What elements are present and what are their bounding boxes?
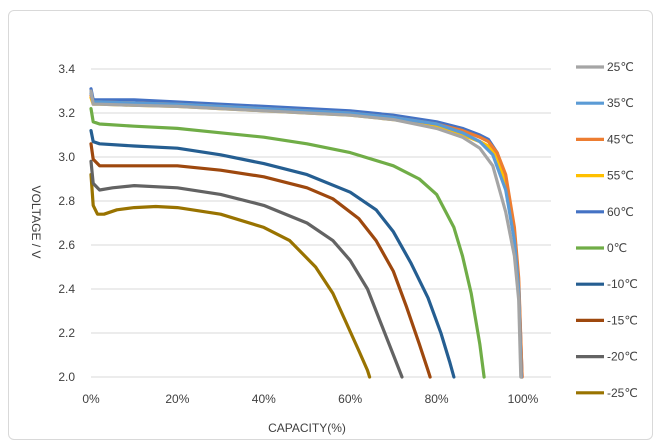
x-axis-title: CAPACITY(%) bbox=[268, 421, 346, 435]
x-tick-label: 80% bbox=[425, 392, 449, 406]
series-line-0℃ bbox=[89, 107, 486, 379]
y-tick-label: 2.2 bbox=[58, 326, 75, 340]
y-tick-label: 3.2 bbox=[58, 106, 75, 120]
y-tick-label: 2.6 bbox=[58, 238, 75, 252]
legend-label: 25℃ bbox=[607, 60, 634, 74]
y-tick-label: 2.0 bbox=[58, 370, 75, 384]
legend-label: -15℃ bbox=[607, 313, 638, 327]
series-line--10℃ bbox=[89, 129, 456, 379]
y-tick-label: 3.4 bbox=[58, 62, 75, 76]
legend-label: -10℃ bbox=[607, 277, 638, 291]
legend-label: -25℃ bbox=[607, 386, 638, 400]
y-tick-label: 2.4 bbox=[58, 282, 75, 296]
series-line--20℃ bbox=[89, 159, 404, 379]
legend-label: 0℃ bbox=[607, 241, 627, 255]
y-axis-title: VOLTAGE / V bbox=[29, 186, 43, 259]
gridlines bbox=[91, 68, 551, 378]
legend-label: 35℃ bbox=[607, 96, 634, 110]
y-tick-label: 3.0 bbox=[58, 150, 75, 164]
y-tick-label: 2.8 bbox=[58, 194, 75, 208]
legend: 25℃ 35℃ 45℃ 55℃ 60℃ 0℃ -10℃ -15℃ -20℃ -25℃ bbox=[576, 60, 638, 400]
x-tick-label: 20% bbox=[165, 392, 189, 406]
series-line--25℃ bbox=[89, 173, 372, 379]
x-tick-label: 0% bbox=[82, 392, 100, 406]
series-line--15℃ bbox=[89, 142, 432, 379]
series-line-25℃ bbox=[89, 89, 523, 379]
chart-frame bbox=[8, 10, 653, 440]
x-tick-label: 60% bbox=[338, 392, 362, 406]
x-tick-label: 100% bbox=[508, 392, 539, 406]
x-tick-label: 40% bbox=[252, 392, 276, 406]
legend-label: -20℃ bbox=[607, 350, 638, 364]
legend-label: 45℃ bbox=[607, 132, 634, 146]
legend-label: 60℃ bbox=[607, 205, 634, 219]
legend-label: 55℃ bbox=[607, 169, 634, 183]
series-lines bbox=[89, 87, 524, 379]
series-line-35℃ bbox=[89, 91, 523, 379]
y-axis-ticks: 2.0 2.2 2.4 2.6 2.8 3.0 3.2 3.4 bbox=[58, 62, 75, 384]
x-axis-ticks: 0% 20% 40% 60% 80% 100% bbox=[82, 392, 538, 406]
